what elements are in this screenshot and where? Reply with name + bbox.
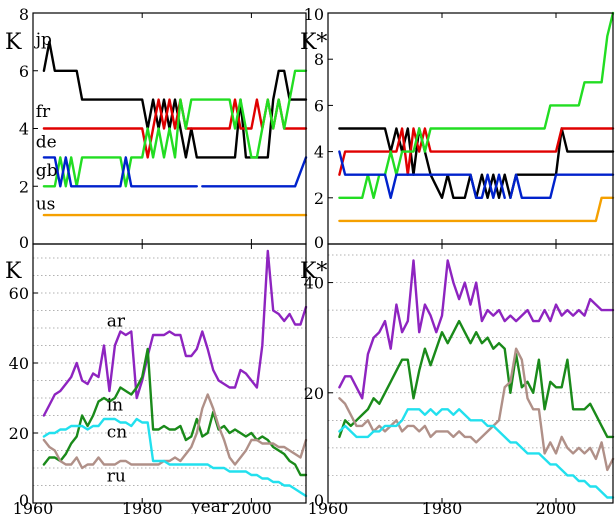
series-label-de: de bbox=[36, 132, 57, 152]
series-line-ru bbox=[42, 417, 308, 498]
series-label-ru: ru bbox=[107, 466, 126, 486]
series-label-jp: jp bbox=[34, 30, 52, 50]
panel-frame bbox=[327, 243, 614, 504]
y-tick-label: 20 bbox=[304, 384, 324, 403]
y-tick-label: 4 bbox=[314, 143, 324, 162]
x-tick-label: 2000 bbox=[231, 499, 272, 514]
x-tick-label: 2000 bbox=[536, 499, 577, 514]
x-tick-label: 1980 bbox=[122, 499, 163, 514]
x-axis-label: year bbox=[190, 497, 230, 514]
series-line-s2 bbox=[338, 127, 615, 176]
y-tick-label: 2 bbox=[314, 189, 324, 208]
y-tick-label: 2 bbox=[19, 177, 29, 196]
series-line-s1 bbox=[338, 259, 615, 400]
series-line-cn bbox=[42, 393, 308, 470]
panel-2: 0 2 4 6 8 10 K* bbox=[300, 5, 615, 252]
y-axis-label: K* bbox=[300, 259, 327, 284]
series-line-de bbox=[42, 69, 308, 188]
y-axis-label: K bbox=[5, 259, 22, 284]
y-tick-label: 8 bbox=[19, 5, 29, 24]
series-label-us: us bbox=[36, 194, 56, 214]
x-tick-label: 1980 bbox=[422, 499, 463, 514]
panel-frame bbox=[32, 243, 307, 504]
y-tick-label: 10 bbox=[304, 5, 324, 24]
y-tick-label: 0 bbox=[19, 491, 29, 510]
y-axis-label: K bbox=[5, 30, 22, 55]
series-label-in: in bbox=[107, 395, 123, 415]
series-line-s4 bbox=[338, 150, 615, 199]
series-label-gb: gb bbox=[36, 161, 58, 181]
series-line-s2 bbox=[338, 319, 615, 439]
x-tick-label: 1960 bbox=[13, 499, 54, 514]
series-label-ar: ar bbox=[107, 311, 126, 331]
series-line-jp bbox=[42, 40, 308, 159]
y-tick-label: 60 bbox=[9, 284, 29, 303]
series-line-s4 bbox=[338, 408, 615, 499]
series-label-cn: cn bbox=[107, 423, 128, 443]
panel-1: jp fr de gb us 0 2 4 6 8 K bbox=[5, 5, 308, 252]
y-axis-label: K* bbox=[300, 30, 327, 55]
y-tick-label: 40 bbox=[304, 274, 324, 293]
series-line-in bbox=[42, 347, 308, 477]
series-line-gb bbox=[42, 156, 308, 188]
series-line-s3 bbox=[338, 347, 615, 472]
y-tick-label: 0 bbox=[314, 233, 324, 252]
series-line-s5 bbox=[338, 196, 615, 223]
series-line-s1 bbox=[338, 127, 615, 199]
y-tick-label: 0 bbox=[19, 233, 29, 252]
y-tick-label: 4 bbox=[19, 120, 29, 139]
y-tick-label: 6 bbox=[314, 96, 324, 115]
y-tick-label: 8 bbox=[314, 50, 324, 69]
x-tick-label: 1960 bbox=[308, 499, 349, 514]
y-tick-label: 0 bbox=[314, 491, 324, 510]
panel-4: 0 20 40 1960 1980 2000 K* bbox=[300, 243, 615, 514]
series-line-ar bbox=[42, 249, 308, 417]
series-line-s3 bbox=[338, 11, 615, 199]
series-label-fr: fr bbox=[36, 102, 51, 122]
y-tick-label: 6 bbox=[19, 62, 29, 81]
y-tick-label: 20 bbox=[9, 424, 29, 443]
y-tick-label: 40 bbox=[9, 354, 29, 373]
